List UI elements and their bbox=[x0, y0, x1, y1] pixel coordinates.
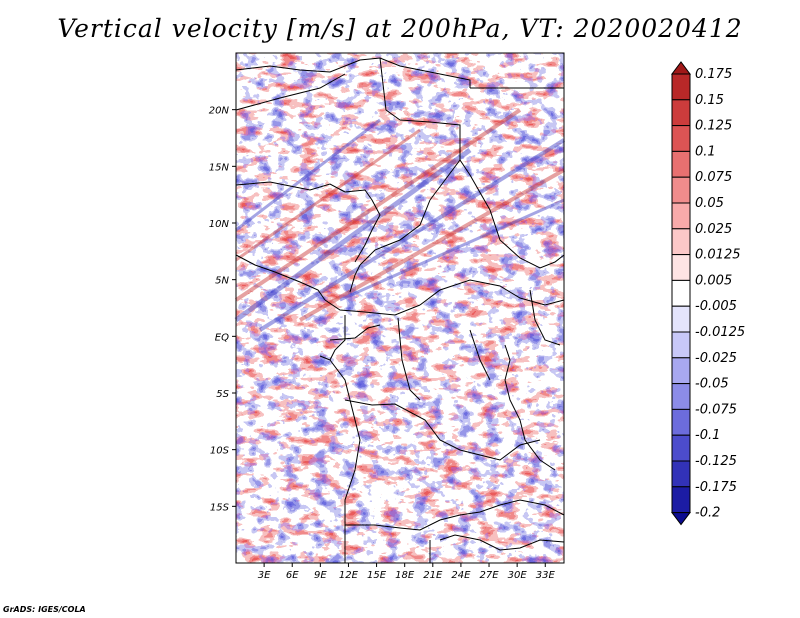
colorbar-label: -0.175 bbox=[695, 480, 737, 495]
colorbar-segment bbox=[671, 460, 691, 488]
x-tick-label: 9E bbox=[314, 570, 327, 581]
x-tick-label: 6E bbox=[286, 570, 299, 581]
colorbar-label: -0.05 bbox=[695, 377, 729, 392]
y-tick-label: 10S bbox=[210, 446, 230, 457]
x-tick-label: 30E bbox=[508, 570, 528, 581]
x-tick-label: 24E bbox=[451, 570, 471, 581]
colorbar-segment bbox=[671, 357, 691, 385]
colorbar-top-arrow bbox=[671, 61, 691, 75]
colorbar-segment bbox=[671, 176, 691, 204]
map-frame bbox=[235, 52, 565, 564]
colorbar-segment bbox=[671, 99, 691, 127]
y-tick-label: 20N bbox=[209, 106, 230, 117]
colorbar-segment bbox=[671, 125, 691, 152]
colorbar-label: -0.2 bbox=[695, 506, 720, 521]
streak-bands bbox=[234, 108, 566, 332]
colorbar-segment bbox=[671, 202, 691, 230]
colorbar-segment bbox=[671, 408, 691, 436]
colorbar-label: 0.125 bbox=[695, 119, 732, 134]
borders bbox=[235, 57, 565, 563]
colorbar-segment bbox=[671, 383, 691, 410]
colorbar-label: 0.075 bbox=[695, 170, 732, 185]
colorbar-segment bbox=[671, 228, 691, 256]
vertical-velocity-field bbox=[236, 53, 564, 563]
map-title: Vertical velocity [m/s] at 200hPa, VT: 2… bbox=[57, 14, 743, 43]
colorbar-label: 0.05 bbox=[695, 196, 724, 211]
y-tick-label: EQ bbox=[215, 332, 229, 343]
colorbar-label: 0.025 bbox=[695, 222, 732, 237]
colorbar-label: -0.125 bbox=[695, 454, 737, 469]
x-axis-ticks: 3E 6E 9E 12E 15E 18E 21E 24E 27E 30E 33E bbox=[258, 563, 556, 581]
colorbar-segment bbox=[671, 331, 691, 359]
x-tick-label: 15E bbox=[367, 570, 387, 581]
colorbar-label: 0.1 bbox=[695, 144, 716, 159]
colorbar-segment bbox=[671, 73, 691, 101]
colorbar-label: -0.1 bbox=[695, 428, 720, 443]
colorbar-label: 0.175 bbox=[695, 67, 732, 82]
y-tick-label: 10N bbox=[209, 219, 230, 230]
colorbar-segment bbox=[671, 305, 691, 333]
x-tick-label: 12E bbox=[339, 570, 359, 581]
x-tick-label: 27E bbox=[480, 570, 500, 581]
colorbar-label: 0.15 bbox=[695, 93, 724, 108]
y-tick-label: 15S bbox=[210, 502, 230, 513]
y-tick-label: 15N bbox=[209, 162, 230, 173]
colorbar-label: -0.025 bbox=[695, 351, 737, 366]
x-tick-label: 33E bbox=[536, 570, 556, 581]
grads-credit: GrADS: IGES/COLA bbox=[3, 605, 86, 614]
x-tick-label: 21E bbox=[423, 570, 443, 581]
x-tick-label: 3E bbox=[258, 570, 271, 581]
y-tick-label: 5S bbox=[216, 389, 229, 400]
colorbar-label: 0.005 bbox=[695, 273, 732, 288]
y-tick-label: 5N bbox=[215, 276, 229, 287]
map-plot-area bbox=[234, 53, 566, 563]
colorbar-segment bbox=[671, 279, 691, 307]
colorbar-label: -0.0125 bbox=[695, 325, 745, 340]
colorbar-segment bbox=[671, 254, 691, 281]
y-axis-ticks: 20N 15N 10N 5N EQ 5S 10S 15S bbox=[209, 106, 236, 513]
colorbar-bottom-arrow bbox=[671, 512, 691, 526]
colorbar-segment bbox=[671, 434, 691, 462]
colorbar-label: -0.075 bbox=[695, 402, 737, 417]
colorbar-segment bbox=[671, 150, 691, 178]
x-tick-label: 18E bbox=[395, 570, 415, 581]
colorbar: 0.175 0.15 0.125 0.1 0.075 0.05 0.025 0.0125 0.0… bbox=[671, 61, 745, 526]
colorbar-label: 0.0125 bbox=[695, 248, 741, 263]
colorbar-label: -0.005 bbox=[695, 299, 737, 314]
colorbar-segment bbox=[671, 486, 691, 514]
